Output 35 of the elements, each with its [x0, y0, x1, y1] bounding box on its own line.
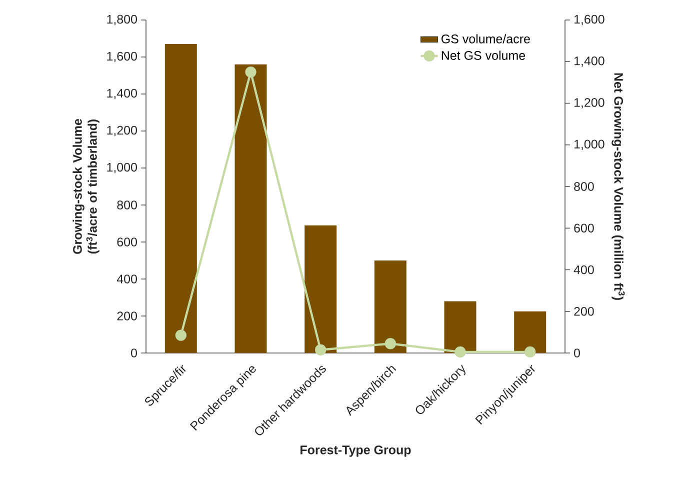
point	[384, 338, 396, 350]
y2-tick-label: 400	[574, 265, 594, 274]
x-axis-title: Forest-Type Group	[300, 445, 411, 457]
y2-axis-title: Net Growing-stock Volume (million ft$^{3}$)	[612, 73, 625, 300]
y2-tick-label: 200	[574, 306, 594, 316]
y2-tick-label: 600	[574, 224, 594, 233]
point	[245, 66, 256, 78]
y2-tick-label: 0	[574, 348, 580, 358]
point	[175, 330, 186, 341]
y-tick-label: 200	[117, 312, 137, 320]
bar	[304, 225, 337, 353]
point	[454, 346, 466, 358]
y2-tick-label: 1,000	[574, 140, 604, 150]
y2-tick-label: 800	[574, 182, 594, 191]
bar	[374, 260, 406, 353]
y-tick-label: 400	[116, 274, 137, 284]
point	[524, 346, 536, 358]
y-tick-label: 1,800	[107, 14, 137, 26]
bar	[514, 311, 546, 353]
bar	[164, 44, 197, 353]
y-tick-label: 800	[117, 200, 137, 210]
y2-tick-label: 1,200	[574, 98, 604, 108]
y2-tick-label: 1,400	[574, 56, 604, 67]
bar	[444, 301, 476, 353]
y-tick-label: 0	[131, 348, 137, 358]
bar	[234, 64, 267, 353]
legend-label: Net GS volume	[442, 50, 526, 60]
point	[315, 344, 326, 356]
y-tick-label: 1,000	[107, 162, 137, 174]
y-tick-label: 1,400	[107, 88, 137, 100]
y2-tick-label: 1,600	[574, 14, 604, 26]
y-tick-label: 1,200	[107, 126, 137, 136]
legend-label: GS volume/acre	[441, 34, 530, 44]
y-tick-label: 1,600	[107, 52, 137, 62]
y-tick-label: 600	[117, 238, 137, 246]
